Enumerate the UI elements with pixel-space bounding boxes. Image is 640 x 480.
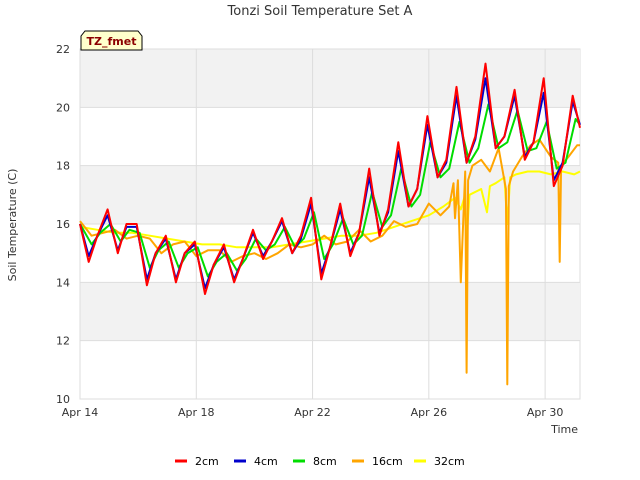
legend-label-16cm: 16cm <box>372 455 403 468</box>
plot-band <box>80 282 580 341</box>
x-tick-labels: Apr 14 Apr 18 Apr 22 Apr 26 Apr 30 <box>62 406 564 419</box>
y-tick-labels: 10 12 14 16 18 20 22 <box>56 43 70 406</box>
x-tick-label: Apr 22 <box>294 406 331 419</box>
y-tick-label: 14 <box>56 276 70 289</box>
y-tick-label: 16 <box>56 218 70 231</box>
legend-label-2cm: 2cm <box>195 455 219 468</box>
x-tick-label: Apr 18 <box>178 406 215 419</box>
x-tick-label: Apr 26 <box>411 406 448 419</box>
y-tick-label: 10 <box>56 393 70 406</box>
y-tick-label: 18 <box>56 160 70 173</box>
legend-label-32cm: 32cm <box>434 455 465 468</box>
series-line-8cm <box>79 103 581 278</box>
y-tick-label: 22 <box>56 43 70 56</box>
y-tick-label: 20 <box>56 101 70 114</box>
y-axis-label: Soil Temperature (C) <box>6 169 19 282</box>
x-tick-label: Apr 30 <box>527 406 564 419</box>
x-axis-label: Time <box>550 423 578 436</box>
plot-band <box>80 49 580 108</box>
series-lines <box>79 62 581 386</box>
station-badge-label: TZ_fmet <box>87 35 137 48</box>
plot-band <box>80 165 580 224</box>
x-tick-label: Apr 14 <box>62 406 99 419</box>
series-line-2cm <box>79 62 581 295</box>
chart-title: Tonzi Soil Temperature Set A <box>227 4 413 19</box>
station-badge: TZ_fmet <box>80 30 143 51</box>
y-tick-label: 12 <box>56 335 70 348</box>
legend: 2cm 4cm 8cm 16cm 32cm <box>175 455 465 468</box>
station-badge-box <box>80 30 143 51</box>
legend-label-4cm: 4cm <box>254 455 278 468</box>
legend-label-8cm: 8cm <box>313 455 337 468</box>
